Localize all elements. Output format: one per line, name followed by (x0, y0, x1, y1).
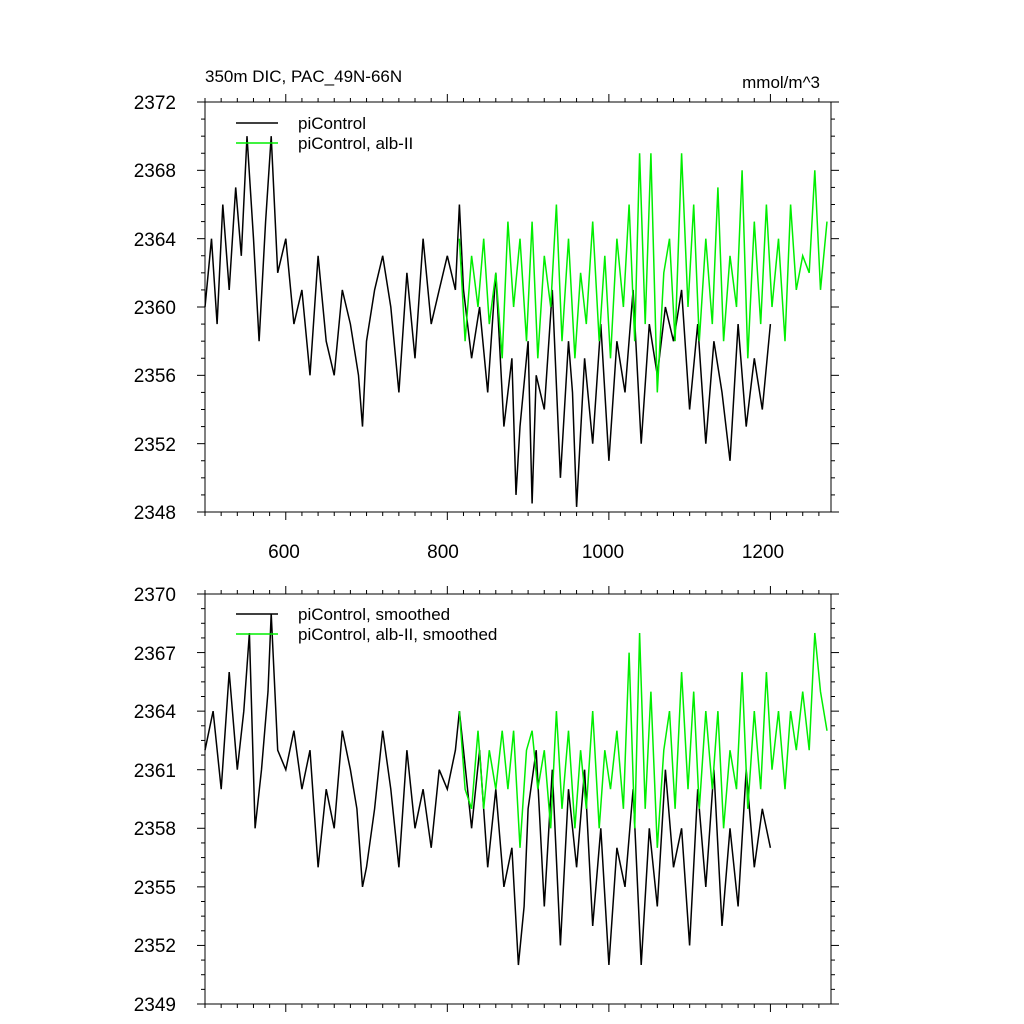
bottom-y-tick-label: 2367 (134, 644, 176, 665)
top-plot-area (204, 136, 828, 507)
bottom-y-tick-label: 2349 (134, 995, 176, 1016)
top-y-tick-label: 2364 (134, 230, 177, 251)
bottom-series-piControl-smoothed (204, 613, 772, 966)
top-legend-label-piControl: piControl (298, 114, 366, 133)
bottom-legend-label-alb-II-smoothed: piControl, alb-II, smoothed (298, 625, 497, 644)
bottom-y-tick-label: 2352 (134, 936, 176, 957)
top-panel: 350m DIC, PAC_49N-66N mmol/m^3 2348 2352… (134, 67, 839, 563)
bottom-y-tick-label: 2355 (134, 878, 176, 899)
top-series-piControl-line (204, 136, 772, 507)
bottom-series-alb-II-smoothed-line (458, 632, 828, 848)
top-legend-label-alb-II: piControl, alb-II (298, 134, 413, 153)
bottom-series-alb-II-smoothed (458, 632, 828, 848)
top-series-alb-II (458, 153, 828, 393)
top-y-tick-label: 2372 (134, 93, 176, 114)
top-x-tick-label: 1200 (742, 542, 784, 563)
bottom-y-tick-label: 2364 (134, 702, 177, 723)
top-x-tick-label: 800 (427, 542, 459, 563)
top-plot-frame (204, 101, 832, 513)
bottom-y-tick-label: 2358 (134, 819, 176, 840)
bottom-y-tick-label: 2370 (134, 585, 176, 606)
top-x-tick-label: 1000 (582, 542, 624, 563)
top-series-alb-II-line (458, 153, 828, 393)
top-y-tick-label: 2348 (134, 503, 176, 524)
top-y-tick-label: 2368 (134, 161, 176, 182)
top-y-tick-label: 2352 (134, 435, 176, 456)
top-units: mmol/m^3 (742, 73, 820, 92)
top-legend: piControl piControl, alb-II (236, 114, 413, 153)
bottom-y-tick-label: 2361 (134, 761, 176, 782)
bottom-ticks (197, 586, 839, 1012)
top-series-piControl (204, 136, 772, 507)
top-x-tick-label: 600 (268, 542, 300, 563)
top-y-tick-label: 2356 (134, 366, 176, 387)
top-title: 350m DIC, PAC_49N-66N (205, 67, 402, 86)
top-x-tick-labels: 600 800 1000 1200 (268, 542, 784, 563)
bottom-legend: piControl, smoothed piControl, alb-II, s… (236, 605, 497, 644)
bottom-series-piControl-smoothed-line (204, 613, 772, 966)
bottom-legend-label-piControl-smoothed: piControl, smoothed (298, 605, 450, 624)
bottom-plot-frame (204, 593, 832, 1005)
top-y-tick-label: 2360 (134, 298, 176, 319)
top-y-tick-labels: 2348 2352 2356 2360 2364 2368 2372 (134, 93, 177, 524)
bottom-panel: 2349 2352 2355 2358 2361 2364 2367 2370 … (134, 585, 839, 1016)
bottom-y-tick-labels: 2349 2352 2355 2358 2361 2364 2367 2370 (134, 585, 177, 1016)
bottom-plot-area (204, 613, 828, 966)
top-ticks (197, 94, 839, 520)
